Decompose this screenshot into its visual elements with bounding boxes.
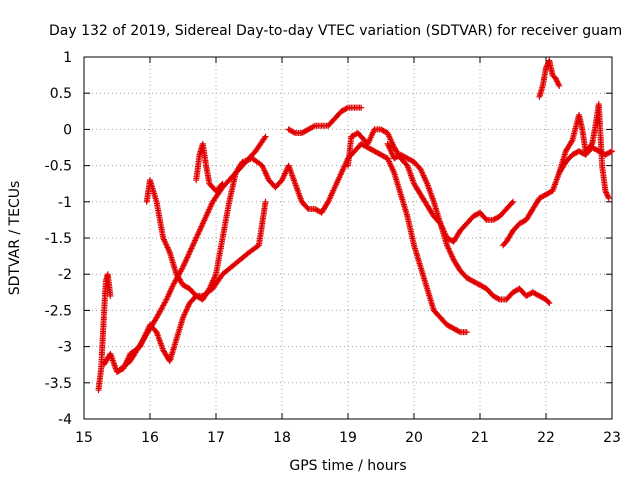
y-tick-label: -2: [58, 267, 72, 283]
data-marker: [546, 300, 553, 307]
y-tick-label: -4: [58, 412, 72, 428]
x-tick-label: 19: [339, 430, 357, 446]
y-tick-label: 0.5: [50, 86, 72, 102]
chart-title: Day 132 of 2019, Sidereal Day-to-day VTE…: [49, 23, 622, 39]
y-tick-label: -3.5: [45, 376, 72, 392]
data-marker: [262, 198, 269, 205]
data-marker: [262, 133, 269, 140]
data-marker: [455, 328, 462, 335]
data-marker: [568, 138, 575, 145]
grid-lines: [84, 57, 612, 419]
y-axis: 1 0.5 0 -0.5 -1 -1.5 -2 -2.5 -3 -3.5 -4: [45, 50, 612, 428]
data-marker: [290, 129, 297, 136]
data-marker: [304, 204, 311, 211]
x-tick-label: 17: [207, 430, 225, 446]
data-marker: [605, 195, 612, 202]
x-tick-label: 22: [537, 430, 555, 446]
x-tick-label: 18: [273, 430, 291, 446]
y-tick-label: -1: [58, 195, 72, 211]
x-axis-label: GPS time / hours: [289, 458, 406, 474]
y-tick-label: -3: [58, 340, 72, 356]
data-marker: [358, 104, 365, 111]
x-tick-label: 23: [603, 430, 621, 446]
x-tick-label: 15: [75, 430, 93, 446]
data-marker: [482, 215, 489, 222]
data-marker: [545, 298, 552, 305]
y-tick-label: 1: [63, 50, 72, 66]
data-marker: [556, 82, 563, 89]
data-marker: [463, 329, 470, 336]
y-tick-label: -2.5: [45, 303, 72, 319]
data-marker: [310, 123, 317, 130]
y-tick-label: 0: [63, 122, 72, 138]
x-axis: 15 16 17 18 19 20 21 22 23: [75, 57, 621, 446]
data-marker: [219, 180, 226, 187]
data-marker: [510, 198, 516, 205]
y-axis-label: SDTVAR / TECUs: [7, 181, 23, 296]
data-marker: [107, 292, 114, 299]
data-marker: [607, 148, 614, 155]
data-markers: [95, 57, 615, 394]
data-marker: [343, 105, 350, 112]
x-tick-label: 21: [471, 430, 489, 446]
data-marker: [218, 181, 225, 188]
x-tick-label: 20: [405, 430, 423, 446]
data-marker: [508, 200, 515, 207]
y-tick-label: -0.5: [45, 159, 72, 175]
y-tick-label: -1.5: [45, 231, 72, 247]
data-marker: [609, 148, 615, 155]
data-marker: [495, 295, 502, 302]
x-tick-label: 16: [141, 430, 159, 446]
